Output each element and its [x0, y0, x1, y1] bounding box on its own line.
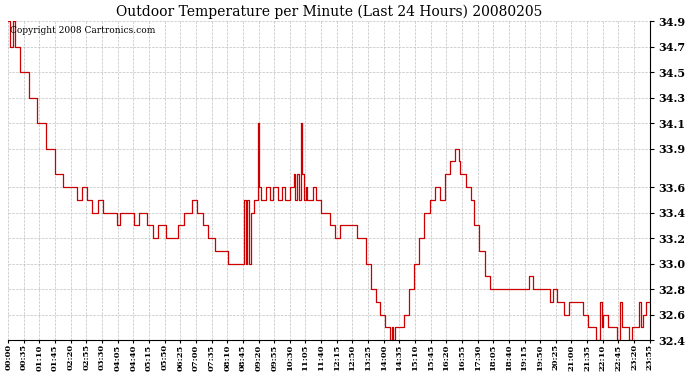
Text: Copyright 2008 Cartronics.com: Copyright 2008 Cartronics.com	[10, 26, 155, 35]
Title: Outdoor Temperature per Minute (Last 24 Hours) 20080205: Outdoor Temperature per Minute (Last 24 …	[116, 4, 542, 18]
